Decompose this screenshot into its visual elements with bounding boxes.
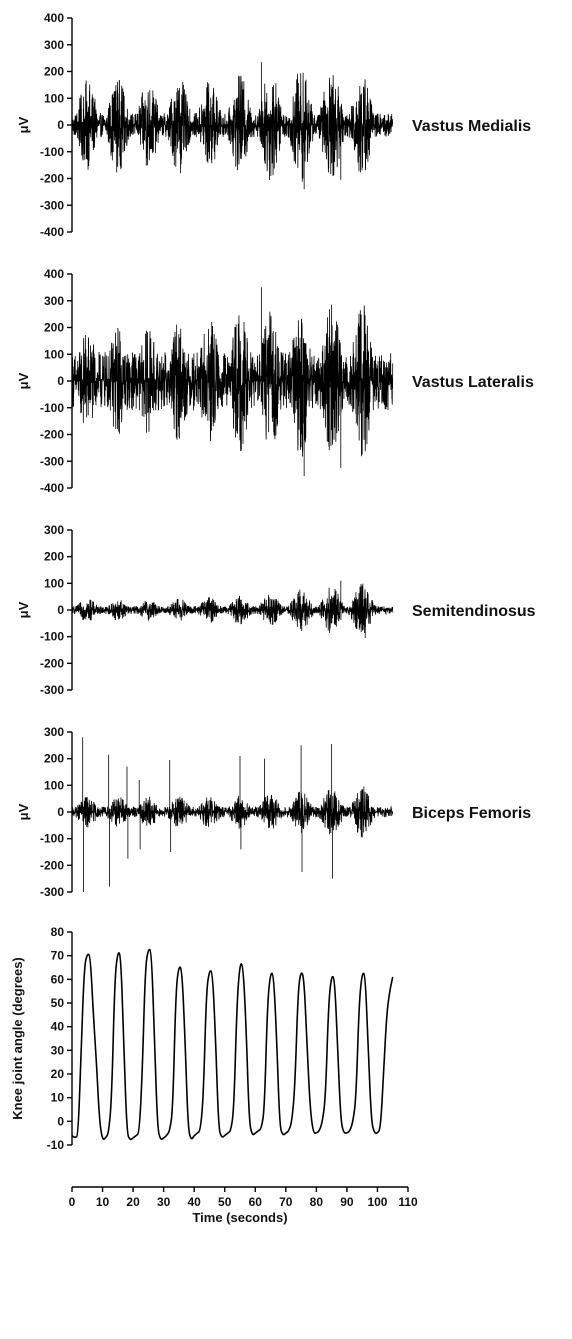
y-tick-label: 0 xyxy=(57,374,64,388)
y-tick-label: 400 xyxy=(44,267,64,281)
y-tick-label: 0 xyxy=(57,603,64,617)
y-tick-label: -400 xyxy=(40,481,64,495)
y-tick-label: -300 xyxy=(40,885,64,899)
panel-biceps-femoris: 300 200 100 0 -100 -200 -300 μV Biceps Femoris xyxy=(16,725,531,899)
y-tick-label: -400 xyxy=(40,225,64,239)
y-tick-label: 60 xyxy=(51,972,65,986)
y-axis-title: μV xyxy=(16,116,31,133)
knee-angle-line xyxy=(71,948,394,1141)
y-tick-label: -300 xyxy=(40,683,64,697)
y-tick-label: 200 xyxy=(44,550,64,564)
y-tick-label: 200 xyxy=(44,752,64,766)
y-tick-label: -10 xyxy=(47,1138,65,1152)
y-tick-label: -300 xyxy=(40,198,64,212)
y-axis-title: μV xyxy=(16,601,31,618)
y-tick-label: -200 xyxy=(40,858,64,872)
x-tick-label: 90 xyxy=(340,1195,354,1209)
y-tick-label: 300 xyxy=(44,725,64,739)
y-tick-label: -200 xyxy=(40,656,64,670)
y-tick-label: -200 xyxy=(40,428,64,442)
y-tick-label: 300 xyxy=(44,523,64,537)
x-tick-label: 10 xyxy=(96,1195,110,1209)
y-tick-label: 300 xyxy=(44,38,64,52)
y-tick-label: -200 xyxy=(40,172,64,186)
x-tick-label: 80 xyxy=(310,1195,324,1209)
x-tick-label: 70 xyxy=(279,1195,293,1209)
y-tick-label: 30 xyxy=(51,1043,65,1057)
x-tick-label: 30 xyxy=(157,1195,171,1209)
y-tick-label: 100 xyxy=(44,576,64,590)
muscle-label: Biceps Femoris xyxy=(412,805,531,822)
y-tick-label: -100 xyxy=(40,630,64,644)
y-tick-label: 50 xyxy=(51,996,65,1010)
panel-semitendinosus: 300 200 100 0 -100 -200 -300 μV Semitendinosus xyxy=(16,523,536,697)
emg-trace xyxy=(71,583,394,634)
muscle-label: Vastus Medialis xyxy=(412,118,531,135)
y-tick-label: 200 xyxy=(44,65,64,79)
y-tick-label: 100 xyxy=(44,778,64,792)
x-tick-label: 110 xyxy=(398,1195,418,1209)
y-tick-label: 0 xyxy=(57,118,64,132)
emg-trace xyxy=(71,786,394,838)
y-tick-label: 100 xyxy=(44,91,64,105)
panel-vastus-lateralis: 400 300 200 100 0 -100 -200 -300 -400 μV Vastus La… xyxy=(16,267,534,495)
y-tick-label: -300 xyxy=(40,454,64,468)
y-tick-label: 10 xyxy=(51,1091,65,1105)
y-tick-label: 100 xyxy=(44,347,64,361)
y-tick-label: 80 xyxy=(51,925,65,939)
y-tick-label: 40 xyxy=(51,1020,65,1034)
y-tick-label: 0 xyxy=(57,1114,64,1128)
y-axis-title: Knee joint angle (degrees) xyxy=(10,957,25,1120)
muscle-label: Vastus Lateralis xyxy=(412,374,534,391)
y-axis-title: μV xyxy=(16,372,31,389)
y-tick-label: -100 xyxy=(40,832,64,846)
y-tick-label: 70 xyxy=(51,949,65,963)
emg-trace xyxy=(71,304,394,457)
x-tick-label: 50 xyxy=(218,1195,232,1209)
muscle-label: Semitendinosus xyxy=(412,603,536,620)
panel-vastus-medialis: 400 300 200 100 0 -100 -200 -300 -400 μV Vastus Me… xyxy=(16,11,531,239)
x-tick-label: 40 xyxy=(188,1195,202,1209)
y-tick-label: -100 xyxy=(40,145,64,159)
x-axis-title: Time (seconds) xyxy=(192,1210,287,1225)
y-axis-title: μV xyxy=(16,803,31,820)
y-tick-label: -100 xyxy=(40,401,64,415)
y-tick-label: 300 xyxy=(44,294,64,308)
y-tick-label: 200 xyxy=(44,321,64,335)
y-tick-label: 400 xyxy=(44,11,64,25)
x-tick-label: 0 xyxy=(69,1195,76,1209)
y-tick-label: 20 xyxy=(51,1067,65,1081)
x-tick-label: 20 xyxy=(126,1195,140,1209)
x-tick-label: 100 xyxy=(367,1195,387,1209)
x-tick-label: 60 xyxy=(249,1195,263,1209)
emg-trace xyxy=(71,72,394,182)
y-tick-label: 0 xyxy=(57,805,64,819)
